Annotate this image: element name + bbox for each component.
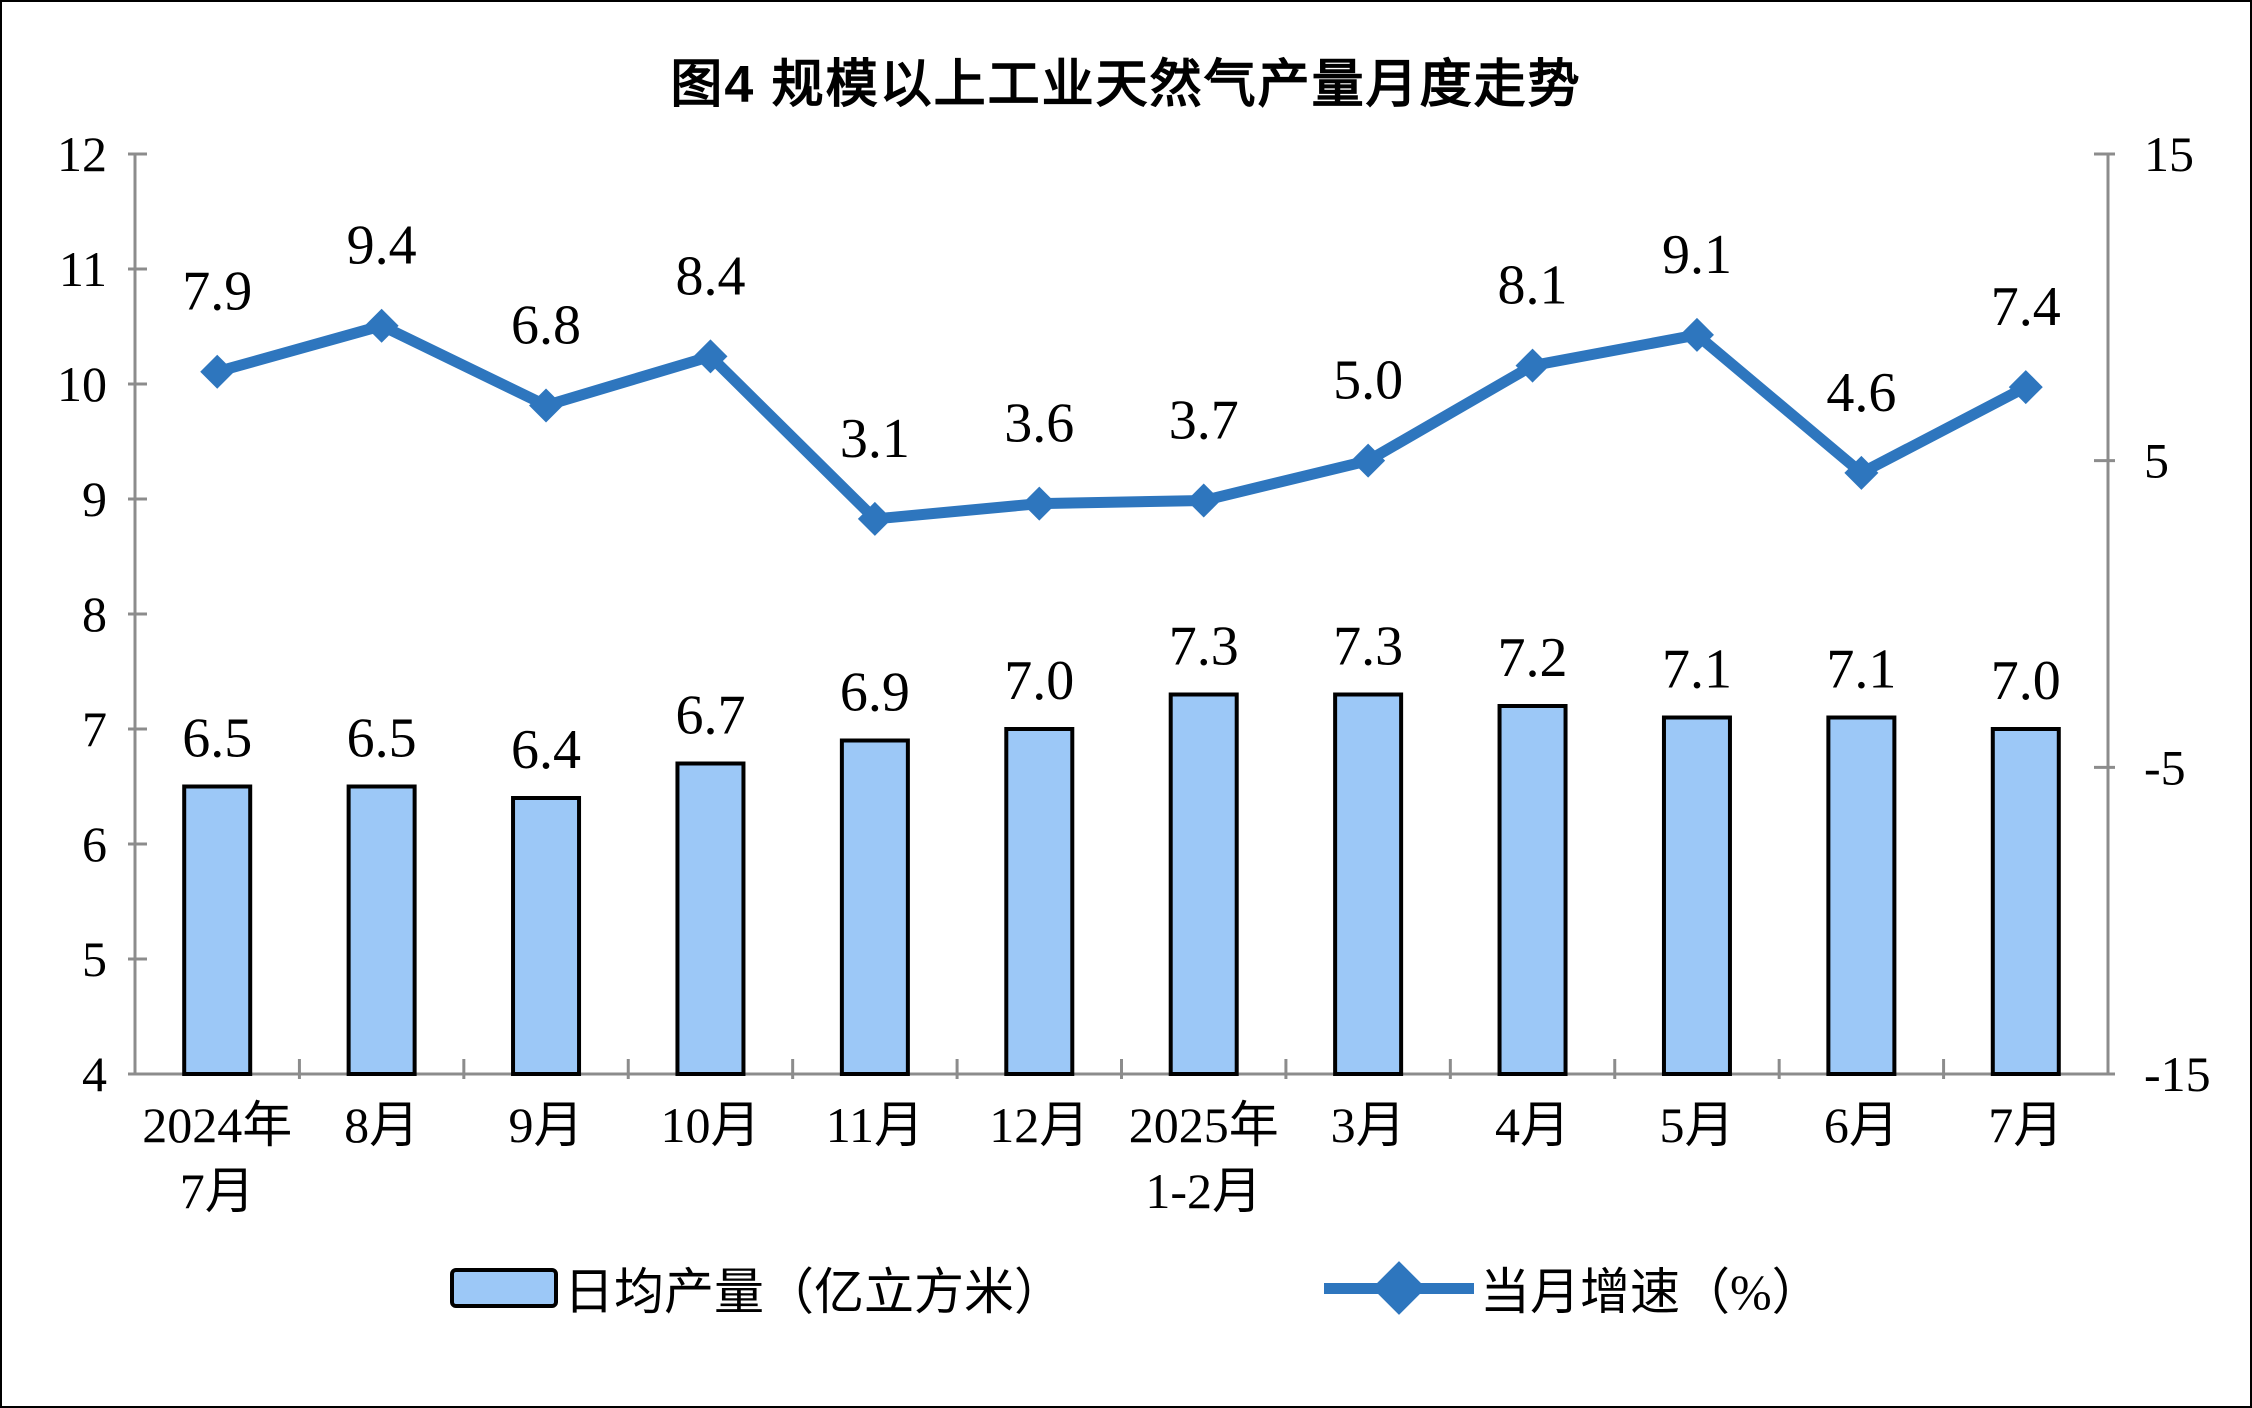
bar-data-label: 6.5 xyxy=(182,708,252,770)
chart-title: 图4 规模以上工业天然气产量月度走势 xyxy=(670,56,1582,114)
bar-data-label: 7.3 xyxy=(1169,616,1239,678)
line-data-label: 9.4 xyxy=(347,215,417,277)
line-data-label: 7.4 xyxy=(1991,276,2061,338)
x-axis-category-label: 2024年 xyxy=(142,1097,292,1153)
line-diamond-marker xyxy=(1679,317,1714,352)
right-axis-tick-label: 5 xyxy=(2144,433,2169,489)
legend-bar-label: 日均产量（亿立方米） xyxy=(564,1264,1064,1320)
x-axis-category-label: 2025年 xyxy=(1129,1097,1279,1153)
left-axis-tick-label: 9 xyxy=(82,471,107,527)
left-axis-tick-label: 10 xyxy=(57,356,107,412)
left-axis-tick-label: 7 xyxy=(82,701,107,757)
left-axis-tick-label: 12 xyxy=(57,126,107,182)
line-data-label: 6.8 xyxy=(511,294,581,356)
x-axis-category-label: 3月 xyxy=(1331,1097,1406,1153)
legend-line-label: 当月增速（%） xyxy=(1480,1264,1822,1320)
line-series-swatch-icon xyxy=(1324,1261,1474,1315)
x-axis-category-label: 7月 xyxy=(180,1163,255,1219)
bar-data-label: 7.1 xyxy=(1826,639,1896,701)
legend-diamond-marker-icon xyxy=(1372,1261,1426,1315)
line-data-label: 7.9 xyxy=(182,261,252,323)
bar xyxy=(1004,727,1075,1076)
right-axis-tick-label: -15 xyxy=(2144,1046,2211,1102)
line-data-label: 5.0 xyxy=(1333,350,1403,412)
bar-data-label: 6.9 xyxy=(840,662,910,724)
bar-data-label: 6.5 xyxy=(347,708,417,770)
bar xyxy=(675,761,746,1076)
line-diamond-marker xyxy=(1515,348,1550,383)
left-axis-tick-label: 8 xyxy=(82,586,107,642)
legend-item-bar: 日均产量（亿立方米） xyxy=(450,1260,1064,1320)
line-diamond-marker xyxy=(2008,370,2043,405)
x-axis-category-label: 8月 xyxy=(344,1097,419,1153)
x-axis-category-label: 9月 xyxy=(509,1097,584,1153)
right-axis-tick-label: -5 xyxy=(2144,739,2186,795)
bar-data-label: 7.3 xyxy=(1333,616,1403,678)
line-diamond-marker xyxy=(857,501,892,536)
x-axis-category-label: 10月 xyxy=(660,1097,760,1153)
line-diamond-marker xyxy=(364,308,399,343)
bar-data-label: 6.4 xyxy=(511,719,581,781)
bar xyxy=(1661,715,1732,1076)
bar xyxy=(182,784,253,1076)
line-diamond-marker xyxy=(1022,486,1057,521)
x-axis-category-label: 11月 xyxy=(826,1097,924,1153)
bar xyxy=(1497,704,1568,1076)
line-data-label: 8.4 xyxy=(675,245,745,307)
bar xyxy=(1826,715,1897,1076)
left-axis-tick-label: 6 xyxy=(82,816,107,872)
line-data-label: 8.1 xyxy=(1498,255,1568,317)
bar xyxy=(1990,727,2061,1076)
line-diamond-marker xyxy=(1844,455,1879,490)
line-diamond-marker xyxy=(1186,483,1221,518)
bar-data-label: 7.2 xyxy=(1498,627,1568,689)
bar-data-label: 6.7 xyxy=(675,685,745,747)
line-diamond-marker xyxy=(1351,443,1386,478)
bar-data-label: 7.0 xyxy=(1991,650,2061,712)
legend-item-line: 当月增速（%） xyxy=(1324,1260,1822,1320)
x-axis-category-label: 7月 xyxy=(1988,1097,2063,1153)
line-series-path xyxy=(211,319,2032,525)
left-axis-tick-label: 5 xyxy=(82,931,107,987)
line-diamond-marker xyxy=(529,388,564,423)
line-data-label: 3.7 xyxy=(1169,390,1239,452)
left-axis-tick-label: 4 xyxy=(82,1046,107,1102)
line-diamond-marker xyxy=(200,354,235,389)
bar-series-swatch-icon xyxy=(450,1268,558,1308)
line-data-label: 4.6 xyxy=(1826,362,1896,424)
x-axis-category-label: 1-2月 xyxy=(1145,1163,1262,1219)
bar xyxy=(511,796,582,1076)
x-axis-category-label: 4月 xyxy=(1495,1097,1570,1153)
bar xyxy=(346,784,417,1076)
x-axis-category-label: 5月 xyxy=(1659,1097,1734,1153)
bar xyxy=(839,738,910,1076)
left-axis-tick-label: 11 xyxy=(59,241,107,297)
line-data-label: 3.1 xyxy=(840,408,910,470)
line-data-label: 9.1 xyxy=(1662,224,1732,286)
line-diamond-marker xyxy=(693,339,728,374)
bar xyxy=(1168,692,1239,1076)
bar-data-label: 7.0 xyxy=(1004,650,1074,712)
bar xyxy=(1333,692,1404,1076)
x-axis-category-label: 6月 xyxy=(1824,1097,1899,1153)
right-axis-tick-label: 15 xyxy=(2144,126,2194,182)
line-data-label: 3.6 xyxy=(1004,393,1074,455)
x-axis-category-label: 12月 xyxy=(989,1097,1089,1153)
bar-data-label: 7.1 xyxy=(1662,639,1732,701)
